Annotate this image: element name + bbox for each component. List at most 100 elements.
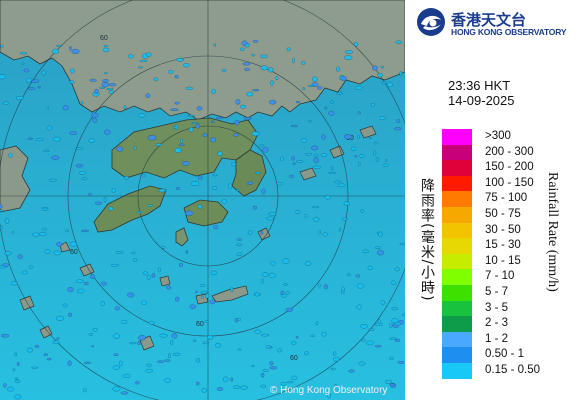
radar-echo: [165, 285, 172, 290]
radar-echo: [67, 360, 72, 366]
radar-echo: [128, 54, 134, 59]
radar-echo: [0, 209, 4, 212]
radar-echo: [179, 263, 183, 267]
radar-echo: [181, 161, 190, 166]
radar-echo: [123, 105, 127, 110]
radar-echo: [281, 294, 287, 298]
radar-echo: [260, 278, 265, 284]
radar-echo: [135, 381, 140, 385]
radar-echo: [137, 211, 143, 214]
radar-echo: [379, 116, 386, 120]
radar-echo: [221, 199, 228, 204]
radar-echo: [176, 57, 184, 62]
radar-echo: [210, 270, 218, 276]
radar-echo: [168, 70, 174, 74]
radar-echo: [94, 88, 99, 94]
legend-label: 50 - 75: [485, 207, 521, 220]
timestamp-date: 14-09-2025: [448, 93, 515, 108]
radar-echo: [202, 341, 210, 345]
radar-echo: [261, 188, 266, 195]
radar-echo: [215, 343, 221, 348]
radar-echo: [370, 103, 375, 107]
radar-echo: [69, 131, 77, 135]
radar-echo: [75, 279, 84, 283]
radar-echo: [380, 300, 386, 306]
radar-echo: [155, 143, 162, 147]
radar-echo: [241, 40, 248, 46]
radar-echo: [52, 340, 60, 345]
radar-echo: [252, 89, 260, 92]
radar-echo: [35, 138, 44, 142]
copyright-notice: © Hong Kong Observatory: [270, 385, 388, 396]
radar-echo: [358, 162, 361, 167]
legend-swatch: [442, 222, 472, 239]
legend-label: 7 - 10: [485, 270, 515, 283]
radar-echo: [267, 67, 274, 73]
legend-label: 30 - 50: [485, 223, 521, 236]
radar-echo: [91, 112, 99, 118]
radar-echo: [174, 101, 180, 105]
radar-echo: [46, 357, 52, 361]
radar-echo: [189, 304, 196, 310]
radar-echo: [237, 317, 242, 321]
radar-echo: [201, 295, 204, 299]
radar-echo: [188, 114, 195, 117]
radar-echo: [233, 133, 239, 137]
radar-echo: [251, 364, 255, 368]
radar-echo: [230, 286, 234, 293]
radar-echo: [210, 120, 215, 123]
radar-echo: [269, 366, 278, 370]
radar-echo: [211, 88, 216, 94]
radar-echo: [330, 100, 334, 104]
radar-echo: [62, 105, 69, 111]
radar-echo: [14, 377, 19, 380]
radar-echo: [89, 78, 97, 82]
radar-echo: [240, 104, 247, 109]
radar-echo: [44, 249, 51, 254]
radar-echo: [318, 229, 321, 235]
radar-echo: [341, 217, 348, 221]
radar-echo: [163, 359, 171, 362]
radar-echo: [266, 216, 275, 221]
radar-echo: [291, 375, 298, 381]
radar-echo: [170, 108, 179, 111]
legend-title-zh: 降雨率(毫米/小時): [419, 178, 435, 302]
radar-echo: [126, 292, 135, 298]
radar-echo: [321, 331, 327, 337]
radar-echo: [119, 360, 123, 366]
radar-echo: [344, 134, 352, 140]
radar-echo: [357, 111, 361, 115]
radar-echo: [301, 60, 306, 65]
radar-echo: [336, 92, 344, 95]
radar-echo: [108, 206, 114, 211]
radar-echo: [236, 188, 240, 192]
radar-echo: [253, 205, 258, 210]
radar-echo: [355, 274, 361, 278]
legend-swatch: [442, 331, 472, 348]
radar-echo: [204, 320, 209, 323]
radar-echo: [374, 246, 381, 249]
radar-echo: [21, 62, 25, 65]
radar-echo: [102, 79, 109, 83]
radar-echo: [357, 135, 360, 139]
radar-echo: [292, 58, 295, 64]
radar-echo: [90, 274, 96, 279]
radar-echo: [147, 135, 157, 141]
radar-echo: [247, 181, 253, 185]
sai-kung: [231, 149, 267, 197]
radar-echo: [322, 232, 328, 237]
radar-echo: [343, 201, 350, 206]
radar-echo: [205, 293, 210, 299]
radar-echo: [391, 306, 399, 311]
radar-echo: [185, 86, 194, 90]
radar-echo: [196, 358, 201, 363]
radar-echo: [235, 99, 241, 105]
radar-echo: [399, 71, 403, 76]
radar-echo: [207, 334, 214, 340]
radar-echo: [81, 177, 88, 181]
radar-echo: [259, 143, 264, 147]
legend-label: 5 - 7: [485, 285, 509, 298]
radar-echo: [37, 85, 41, 89]
radar-echo: [137, 341, 141, 346]
radar-echo: [344, 55, 353, 60]
